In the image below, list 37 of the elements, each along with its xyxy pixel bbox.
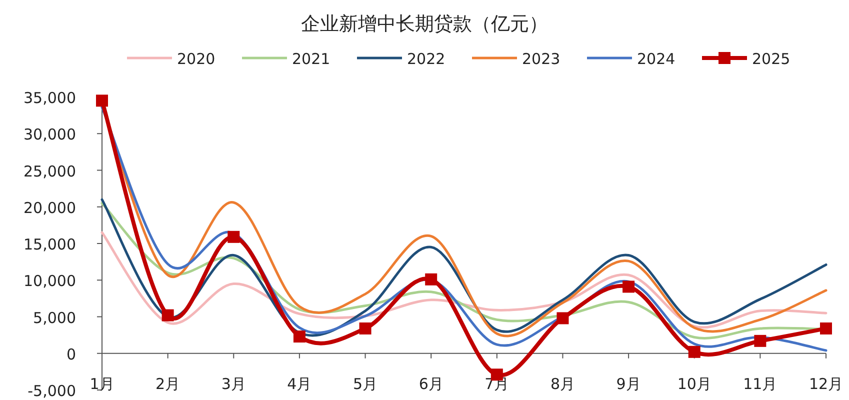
point (425, 273, 438, 286)
point (556, 312, 569, 324)
x-tick-label: 6月 (418, 375, 444, 393)
point (820, 322, 832, 334)
chart-title: 企业新增中长期贷款（亿元） (301, 13, 548, 35)
x-tick-label: 4月 (287, 375, 312, 393)
x-tick-label: 3月 (221, 375, 246, 393)
point (162, 309, 174, 322)
y-tick-label: 35,000 (24, 89, 76, 107)
y-tick-label: -5,000 (28, 382, 76, 400)
point (754, 334, 766, 347)
y-tick-label: 25,000 (24, 162, 76, 180)
point (688, 346, 700, 358)
legend-label: 2024 (637, 50, 676, 68)
x-tick-label: 2月 (156, 375, 180, 393)
y-tick-label: 20,000 (24, 198, 76, 217)
legend-label: 2020 (177, 50, 216, 68)
point (96, 94, 108, 107)
point (622, 280, 635, 293)
point (228, 230, 240, 243)
point (293, 330, 306, 343)
y-tick-label: 30,000 (24, 126, 76, 144)
x-tick-label: 12月 (808, 375, 844, 393)
y-tick-label: 10,000 (24, 272, 76, 290)
x-tick-label: 10月 (677, 375, 712, 393)
y-tick-label: 15,000 (24, 236, 76, 254)
x-tick-label: 9月 (616, 375, 641, 393)
point (359, 322, 372, 334)
x-tick-label: 11月 (743, 375, 778, 393)
legend-label: 2022 (407, 50, 446, 68)
x-tick-label: 8月 (550, 375, 575, 393)
y-tick-label: 0 (66, 345, 76, 364)
legend-label: 2025 (752, 50, 790, 68)
x-tick-label: 5月 (353, 375, 378, 393)
legend-label: 2023 (522, 50, 560, 68)
y-tick-label: 5,000 (33, 308, 76, 327)
legend-label: 2021 (292, 50, 330, 68)
